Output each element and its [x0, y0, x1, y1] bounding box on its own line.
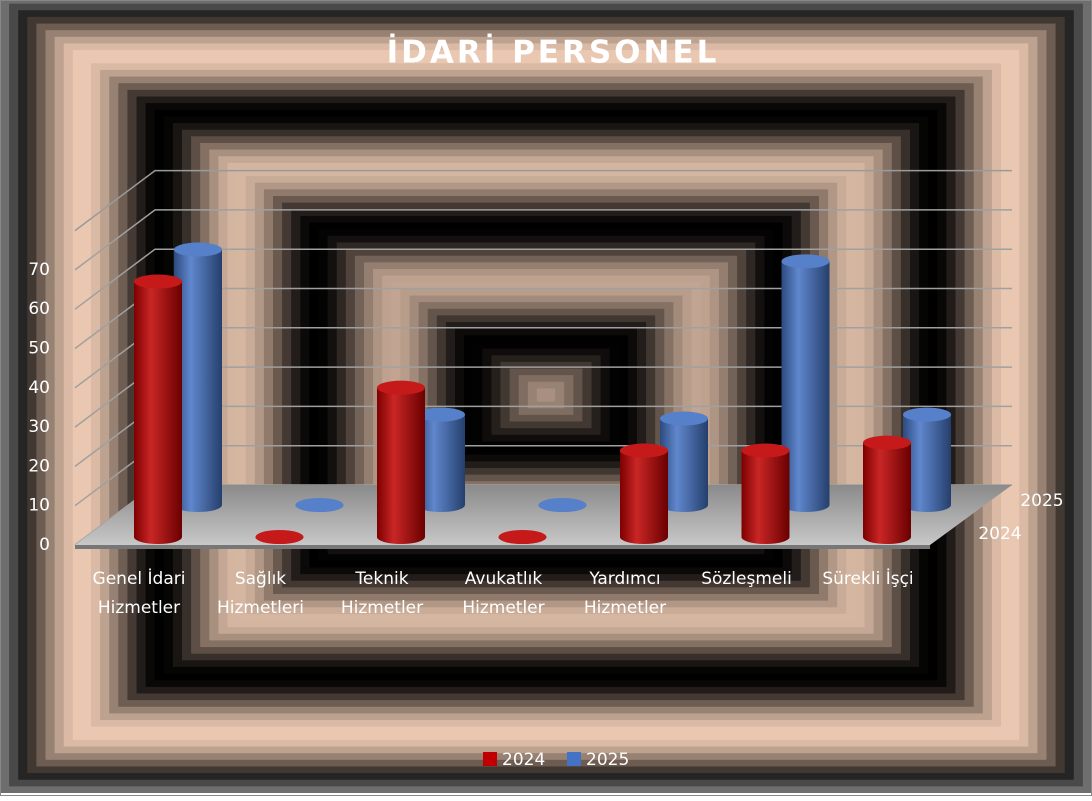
cylinder [620, 450, 668, 544]
x-tick-label: Hizmetleri [217, 598, 304, 618]
y-tick-label: 50 [28, 339, 50, 359]
cylinder-top [174, 242, 222, 257]
cylinder [903, 414, 951, 512]
cylinder-top [903, 407, 951, 422]
cylinder-top [863, 435, 911, 450]
ring [536, 388, 556, 402]
x-tick-label: Avukatlık [465, 569, 543, 589]
series-axis-label: 2024 [978, 524, 1021, 544]
cylinder-top [498, 530, 547, 544]
wall-edge [74, 169, 1012, 232]
x-tick-label: Teknik [354, 569, 408, 589]
cylinder-top [255, 530, 304, 544]
x-tick-label: Sağlık [235, 569, 286, 589]
x-tick-label: Hizmetler [462, 598, 544, 618]
cylinder-top [377, 380, 425, 395]
x-tick-label: Hizmetler [584, 598, 666, 618]
legend-swatch [567, 752, 581, 766]
x-tick-label: Yardımcı [588, 569, 660, 589]
y-tick-label: 40 [28, 378, 50, 398]
cylinder [174, 249, 222, 513]
cylinder [741, 450, 790, 544]
cylinder [377, 387, 425, 544]
y-tick-label: 60 [28, 299, 50, 319]
cylinder-top [660, 411, 708, 426]
y-tick-label: 20 [28, 456, 50, 476]
cylinder-top [417, 407, 465, 422]
x-tick-label: Hizmetler [341, 598, 423, 618]
x-tick-label: Genel İdari [93, 568, 186, 589]
legend-label: 2025 [586, 750, 629, 770]
cylinder [134, 281, 182, 544]
cylinder-top [538, 498, 587, 512]
y-tick-label: 0 [39, 535, 50, 555]
legend-label: 2024 [502, 750, 545, 770]
x-tick-label: Sözleşmeli [701, 569, 792, 589]
chart-title: İDARİ PERSONEL [387, 35, 720, 71]
cylinder-top [620, 443, 668, 458]
cylinder-top [134, 274, 182, 289]
cylinder [417, 414, 465, 512]
cylinder [781, 261, 830, 512]
cylinder-top [295, 498, 344, 512]
floor-edge [75, 545, 930, 549]
grid-line [74, 248, 1012, 310]
y-tick-label: 70 [28, 260, 50, 280]
plot: 2025 2024 Genel İdari Hizmetler Sağlık Hizmet… [93, 242, 1064, 770]
series-axis-label: 2025 [1020, 491, 1063, 511]
legend-swatch [483, 752, 497, 766]
x-tick-label: Hizmetler [98, 598, 180, 618]
x-tick-label: Sürekli İşçi [822, 568, 913, 589]
cylinder-top [781, 254, 830, 269]
cylinder-top [741, 443, 790, 458]
y-tick-label: 30 [28, 417, 50, 437]
cylinder [863, 442, 911, 544]
cylinder [660, 418, 708, 512]
grid-line [74, 209, 1012, 271]
y-tick-label: 10 [28, 496, 50, 516]
